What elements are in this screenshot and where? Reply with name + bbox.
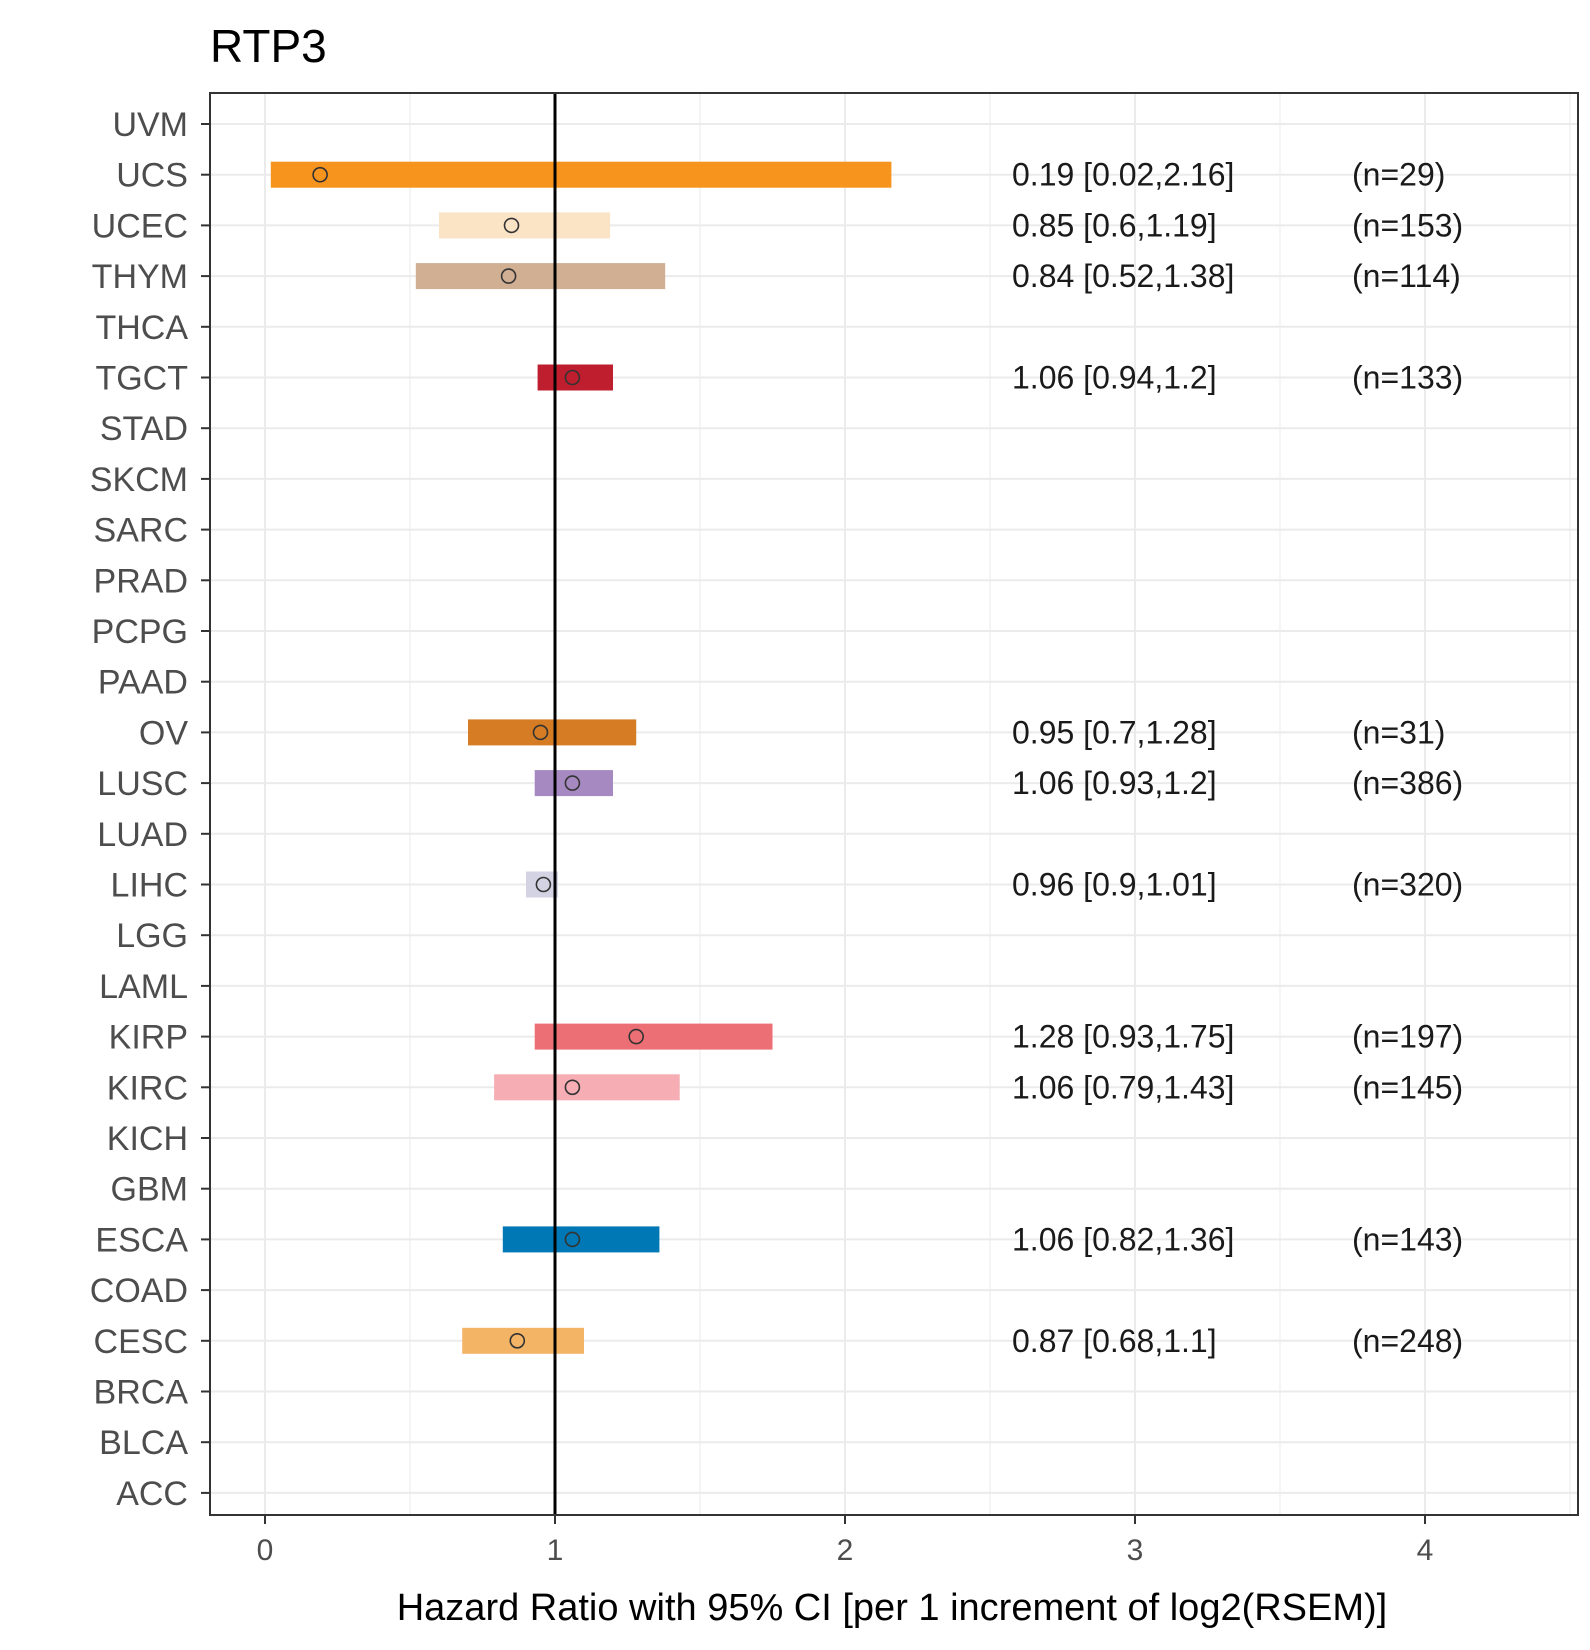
y-tick-label-gbm: GBM: [111, 1171, 188, 1209]
y-tick-label-luad: LUAD: [97, 816, 188, 854]
ci-bar-ov: [468, 719, 637, 746]
hr-point-esca: [564, 1231, 581, 1248]
hr-point-ucs: [312, 166, 328, 183]
hr-point-tgct: [564, 369, 581, 386]
hr-label-ucs: 0.19 [0.02,2.16]: [1012, 157, 1234, 193]
n-label-cesc: (n=248): [1352, 1323, 1463, 1359]
hr-point-ov: [532, 724, 549, 741]
annotations: 0.19 [0.02,2.16] (n=29) 0.85 [0.6,1.19] (n=…: [1012, 157, 1463, 1359]
n-label-thym: (n=114): [1352, 258, 1461, 294]
n-label-tgct: (n=133): [1352, 360, 1463, 396]
x-axis-label: Hazard Ratio with 95% CI [per 1 incremen…: [397, 1587, 1388, 1629]
y-tick-label-kirp: KIRP: [109, 1019, 188, 1057]
y-tick-label-thym: THYM: [92, 258, 188, 296]
ci-bar-lusc: [534, 770, 613, 797]
ci-bar-lihc: [526, 871, 558, 898]
x-tick-label: 1: [547, 1534, 564, 1567]
n-label-ov: (n=31): [1352, 714, 1445, 750]
y-tick-label-skcm: SKCM: [90, 461, 188, 499]
n-label-esca: (n=143): [1352, 1221, 1463, 1257]
ci-bar-ucs: [270, 161, 892, 188]
y-tick-label-stad: STAD: [100, 410, 188, 448]
y-tick-label-paad: PAAD: [98, 664, 188, 702]
ci-bar-tgct: [537, 364, 613, 391]
x-axis: 0 1 2 3 4: [257, 1515, 1434, 1567]
n-label-lusc: (n=386): [1352, 765, 1463, 801]
n-label-lihc: (n=320): [1352, 867, 1463, 903]
y-tick-label-lihc: LIHC: [111, 867, 188, 905]
n-label-kirc: (n=145): [1352, 1069, 1463, 1105]
hr-point-thym: [500, 268, 517, 284]
x-tick-label: 0: [257, 1534, 274, 1567]
hr-label-thym: 0.84 [0.52,1.38]: [1012, 258, 1234, 294]
hr-label-kirc: 1.06 [0.79,1.43]: [1012, 1069, 1234, 1105]
n-label-ucs: (n=29): [1352, 157, 1445, 193]
hr-label-esca: 1.06 [0.82,1.36]: [1012, 1221, 1234, 1257]
ci-bars: [270, 161, 892, 1354]
y-tick-label-ucec: UCEC: [92, 207, 188, 245]
y-tick-label-ov: OV: [139, 714, 188, 752]
hr-label-lihc: 0.96 [0.9,1.01]: [1012, 867, 1217, 903]
ci-bar-cesc: [462, 1327, 584, 1354]
x-tick-label: 2: [837, 1534, 854, 1567]
hr-point-lusc: [564, 775, 581, 791]
y-tick-label-sarc: SARC: [94, 512, 188, 550]
y-tick-label-lgg: LGG: [116, 917, 188, 955]
y-tick-label-lusc: LUSC: [97, 765, 188, 803]
hr-points: [312, 166, 645, 1349]
y-tick-label-tgct: TGCT: [95, 360, 188, 398]
y-tick-label-prad: PRAD: [94, 562, 188, 600]
ci-bar-thym: [415, 263, 666, 290]
y-tick-label-acc: ACC: [116, 1475, 188, 1513]
hr-label-cesc: 0.87 [0.68,1.1]: [1012, 1323, 1217, 1359]
y-tick-label-kirc: KIRC: [107, 1069, 188, 1107]
n-label-kirp: (n=197): [1352, 1019, 1463, 1055]
x-tick-label: 3: [1127, 1534, 1144, 1567]
chart-title: RTP3: [210, 20, 327, 72]
hr-label-lusc: 1.06 [0.93,1.2]: [1012, 765, 1217, 801]
y-tick-label-cesc: CESC: [94, 1323, 188, 1361]
x-tick-label: 4: [1417, 1534, 1434, 1567]
y-tick-label-blca: BLCA: [99, 1424, 188, 1462]
hr-label-ucec: 0.85 [0.6,1.19]: [1012, 207, 1217, 243]
hr-label-kirp: 1.28 [0.93,1.75]: [1012, 1019, 1234, 1055]
y-tick-label-uvm: UVM: [112, 106, 188, 144]
y-tick-label-pcpg: PCPG: [92, 613, 188, 651]
y-tick-label-brca: BRCA: [94, 1374, 189, 1412]
y-tick-label-kich: KICH: [107, 1120, 188, 1158]
y-tick-label-thca: THCA: [95, 309, 188, 347]
hr-label-tgct: 1.06 [0.94,1.2]: [1012, 360, 1217, 396]
y-axis: UVM UCS UCEC THYM THCA TGCT STAD SKCM SARC PRAD PC…: [90, 106, 210, 1513]
hr-point-kirp: [628, 1028, 645, 1045]
hr-point-cesc: [509, 1333, 526, 1349]
y-tick-label-ucs: UCS: [116, 157, 188, 195]
grid-lines: [210, 93, 1578, 1515]
hr-label-ov: 0.95 [0.7,1.28]: [1012, 714, 1217, 750]
plot-panel-border: [209, 92, 1579, 1516]
ci-bar-kirp: [534, 1023, 773, 1050]
y-tick-label-laml: LAML: [99, 968, 188, 1006]
ci-bar-esca: [502, 1226, 660, 1253]
hr-point-ucec: [503, 217, 520, 234]
n-label-ucec: (n=153): [1352, 207, 1463, 243]
y-tick-label-esca: ESCA: [95, 1221, 188, 1259]
y-tick-label-coad: COAD: [90, 1272, 188, 1310]
ci-bar-kirc: [494, 1074, 680, 1101]
hr-point-lihc: [535, 876, 552, 893]
ci-bar-ucec: [439, 212, 611, 239]
hr-point-kirc: [564, 1079, 581, 1096]
